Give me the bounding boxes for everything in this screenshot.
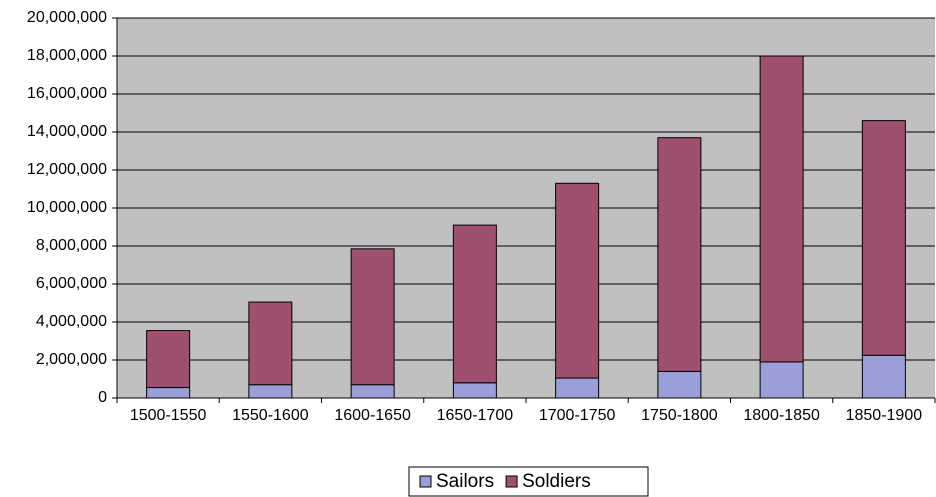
bar-segment <box>146 330 191 389</box>
x-tick-label: 1650-1700 <box>437 407 514 424</box>
x-tick-label: 1700-1750 <box>539 407 616 424</box>
x-tick-label: 1750-1800 <box>641 407 718 424</box>
legend-box <box>408 466 649 497</box>
x-tick-label: 1800-1850 <box>743 407 820 424</box>
legend-label: Soldiers <box>522 471 591 492</box>
bar-segment <box>350 248 395 386</box>
bar-segment <box>861 354 906 399</box>
bar-segment <box>248 301 293 386</box>
y-tick-label: 14,000,000 <box>27 123 107 140</box>
y-tick-label: 6,000,000 <box>36 275 107 292</box>
legend-label: Sailors <box>436 471 494 492</box>
y-tick-label: 16,000,000 <box>27 85 107 102</box>
y-tick-label: 12,000,000 <box>27 161 107 178</box>
bar-segment <box>146 387 191 399</box>
bar-segment <box>861 120 906 356</box>
x-tick-label: 1500-1550 <box>130 407 207 424</box>
y-tick-label: 10,000,000 <box>27 199 107 216</box>
bar-segment <box>555 377 600 399</box>
bar-segment <box>657 137 702 372</box>
y-tick-label: 8,000,000 <box>36 237 107 254</box>
bar-segment <box>452 224 497 384</box>
y-tick-label: 20,000,000 <box>27 9 107 26</box>
y-tick-label: 2,000,000 <box>36 351 107 368</box>
y-tick-label: 0 <box>98 389 107 406</box>
legend-swatch <box>505 475 518 488</box>
y-tick-label: 18,000,000 <box>27 47 107 64</box>
bar-segment <box>759 55 804 363</box>
bar-segment <box>350 384 395 399</box>
bar-segment <box>555 182 600 379</box>
x-tick-label: 1600-1650 <box>334 407 411 424</box>
bar-segment <box>248 384 293 399</box>
bar-segment <box>452 382 497 399</box>
bar-segment <box>759 361 804 399</box>
legend-swatch <box>419 475 432 488</box>
bar-segment <box>657 370 702 399</box>
y-tick-label: 4,000,000 <box>36 313 107 330</box>
x-tick-label: 1850-1900 <box>846 407 923 424</box>
x-tick-label: 1550-1600 <box>232 407 309 424</box>
